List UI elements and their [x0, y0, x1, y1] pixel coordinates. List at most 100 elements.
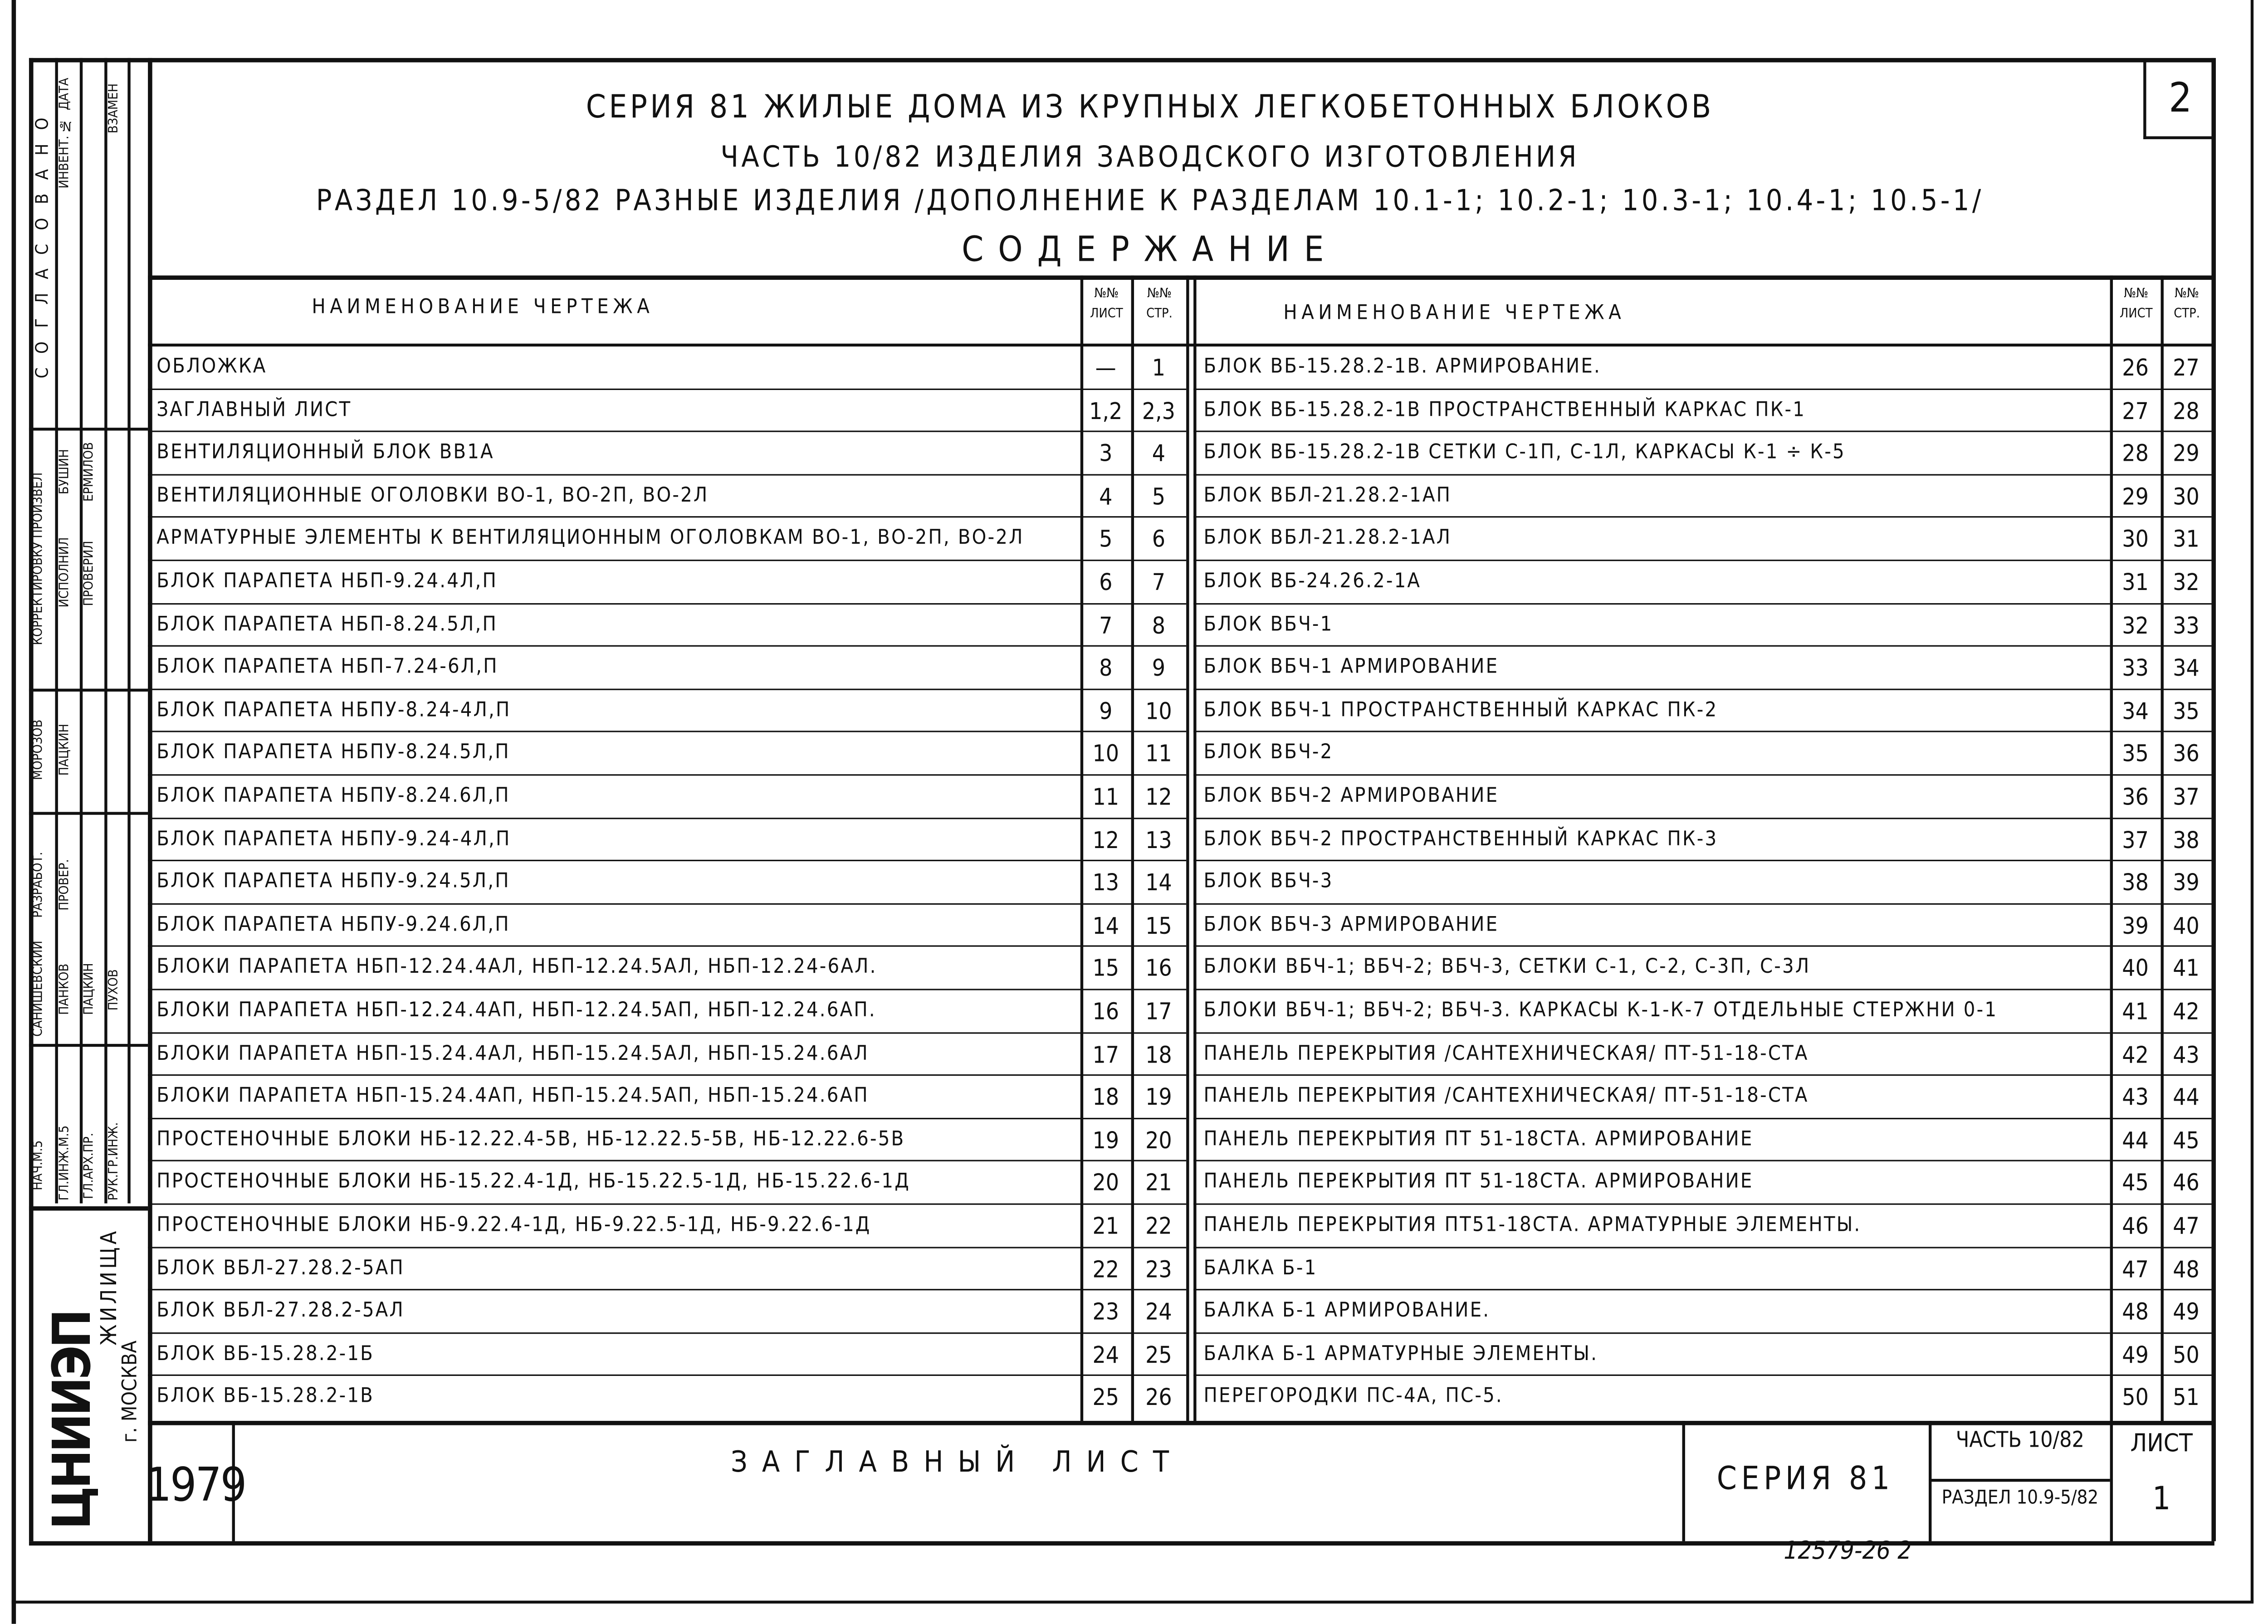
row-divider	[1193, 1332, 2212, 1334]
right-table-row: БЛОК ВБЧ-2 АРМИРОВАНИЕ 36 37	[0, 774, 2268, 817]
page-number: 24	[1145, 1297, 1172, 1326]
sheet-number: 46	[2122, 1212, 2149, 1240]
year: 1979	[145, 1457, 247, 1512]
drawing-name: АРМАТУРНЫЕ ЭЛЕМЕНТЫ К ВЕНТИЛЯЦИОННЫМ ОГО…	[156, 527, 1024, 550]
page-number: 42	[2173, 997, 2200, 1025]
drawing-name: БЛОКИ ПАРАПЕТА НБП-15.24.4АЛ, НБП-15.24.…	[156, 1042, 869, 1065]
row-divider	[1193, 602, 2212, 604]
drawing-title: ЗАГЛАВНЫЙ ЛИСТ	[731, 1444, 1183, 1479]
drawing-name: ПЕРЕГОРОДКИ ПС-4А, ПС-5.	[1203, 1385, 1503, 1409]
page-number: 50	[2173, 1341, 2200, 1369]
right-table-row: БЛОК ВБЧ-3 АРМИРОВАНИЕ 39 40	[0, 903, 2268, 946]
sheet-number: 32	[2122, 611, 2149, 639]
row-divider	[148, 560, 1187, 561]
drawing-name: БЛОКИ ПАРАПЕТА НБП-12.24.4АЛ, НБП-12.24.…	[156, 956, 877, 980]
right-table-row: БЛОК ВБЧ-3 38 39	[0, 860, 2268, 903]
row-divider	[1193, 946, 2212, 947]
row-divider	[148, 1031, 1187, 1034]
row-divider	[148, 645, 1187, 647]
sheet-number: 22	[1092, 1255, 1119, 1283]
row-divider	[1193, 903, 2212, 905]
drawing-name: БЛОК ВБЛ-21.28.2-1АЛ	[1203, 527, 1452, 550]
drawing-name: ПАНЕЛЬ ПЕРЕКРЫТИЯ ПТ 51-18СТА. АРМИРОВАН…	[1203, 1170, 1754, 1194]
page-number: 2,3	[1142, 396, 1175, 424]
row-divider	[148, 989, 1187, 990]
row-divider	[1193, 517, 2212, 518]
sheet-number: 5	[1099, 525, 1113, 553]
sheet-number: 1	[2152, 1482, 2171, 1518]
page-number: 47	[2173, 1212, 2200, 1240]
row-divider	[1193, 560, 2212, 561]
sheet-number: 30	[2122, 525, 2149, 553]
drawing-name: БЛОК ВБЛ-27.28.2-5АЛ	[156, 1299, 405, 1323]
stamp-performed: ИСПОЛНИЛ	[58, 537, 73, 608]
sheet-number: 29	[2122, 482, 2149, 510]
drawing-name: БЛОК ВБЛ-21.28.2-1АП	[1203, 484, 1452, 507]
right-table-row: БЛОК ВБЧ-1 АРМИРОВАНИЕ 33 34	[0, 645, 2268, 688]
row-divider	[1193, 1375, 2212, 1377]
left-table-row: ВЕНТИЛЯЦИОННЫЕ ОГОЛОВКИ ВО-1, ВО-2П, ВО-…	[0, 474, 2268, 517]
drawing-name: БЛОК ВБЧ-2	[1203, 741, 1334, 765]
sheet-number: 15	[1092, 954, 1119, 982]
right-page-col-divider	[2160, 275, 2164, 1421]
part-label: ЧАСТЬ 10/82	[1955, 1426, 2084, 1453]
frame-bottom-border	[29, 1541, 2214, 1546]
stamp-col-4	[127, 58, 131, 1204]
row-divider	[148, 688, 1187, 690]
drawing-name: БЛОК ПАРАПЕТА НБПУ-8.24-4Л,П	[156, 698, 511, 722]
page-number: 23	[1145, 1255, 1172, 1283]
stamp-chief-arch: ГЛ.АРХ.ПР.	[83, 1132, 98, 1199]
row-divider	[148, 1160, 1187, 1162]
sheet-number: 42	[2122, 1040, 2149, 1068]
sheet-number: 6	[1099, 568, 1113, 596]
right-table-row: БЛОК ВБЧ-1 32 33	[0, 603, 2268, 646]
page-number: 32	[2173, 568, 2200, 596]
drawing-name: БЛОК ПАРАПЕТА НБПУ-8.24.6Л,П	[156, 784, 510, 808]
row-divider	[1193, 688, 2212, 690]
row-divider	[1193, 1203, 2212, 1205]
page-number: 30	[2173, 482, 2200, 510]
page-number: 22	[1145, 1212, 1172, 1240]
sheet-number: 24	[1092, 1341, 1119, 1369]
middle-divider-b	[1193, 275, 1197, 1421]
row-divider	[1193, 731, 2212, 733]
drawing-name: БЛОК ПАРАПЕТА НБП-8.24.5Л,П	[156, 613, 498, 636]
drawing-name: БЛОК ВБ-15.28.2-1В СЕТКИ С-1П, С-1Л, КАР…	[1203, 441, 1846, 464]
left-table-row: БЛОК ВБЛ-27.28.2-5АЛ 23 24	[0, 1289, 2268, 1332]
left-table-row: БЛОК ПАРАПЕТА НБП-9.24.4Л,П 6 7	[0, 560, 2268, 603]
section-title: РАЗДЕЛ 10.9-5/82 РАЗНЫЕ ИЗДЕЛИЯ /ДОПОЛНЕ…	[316, 182, 1984, 218]
page-number: 17	[1145, 997, 1172, 1025]
org-name: ЦНИИЭП	[43, 1312, 103, 1530]
drawing-name: БЛОК ВБЧ-3	[1203, 870, 1334, 893]
sheet-number: —	[1095, 354, 1116, 381]
right-table-row: БЛОК ВБ-15.28.2-1В. АРМИРОВАНИЕ. 26 27	[0, 345, 2268, 388]
left-table-row: БЛОК ПАРАПЕТА НБПУ-8.24.5Л,П 10 11	[0, 732, 2268, 775]
sheet-number: 48	[2122, 1297, 2149, 1326]
sheet-number: 3	[1099, 439, 1113, 468]
row-divider	[1193, 860, 2212, 862]
sheet-number: 39	[2122, 912, 2149, 940]
stamp-chief-eng: ГЛ.ИНЖ.М.5	[58, 1125, 73, 1201]
outer-left-border	[11, 0, 16, 1624]
right-table-row: БЛОКИ ВБЧ-1; ВБЧ-2; ВБЧ-3. КАРКАСЫ К-1-К…	[0, 989, 2268, 1032]
right-table-row: БАЛКА Б-1 АРМИРОВАНИЕ. 48 49	[0, 1289, 2268, 1332]
org-city: г. МОСКВА	[119, 1341, 142, 1443]
left-table-row: БЛОКИ ПАРАПЕТА НБП-12.24.4АЛ, НБП-12.24.…	[0, 946, 2268, 989]
drawing-name: ПРОСТЕНОЧНЫЕ БЛОКИ НБ-12.22.4-5В, НБ-12.…	[156, 1127, 905, 1151]
drawing-name: БЛОК ВБЧ-1	[1203, 613, 1334, 636]
row-divider	[148, 1246, 1187, 1248]
drawing-name: ПРОСТЕНОЧНЫЕ БЛОКИ НБ-15.22.4-1Д, НБ-15.…	[156, 1170, 910, 1194]
stamp-name-ermilov: ЕРМИЛОВ	[83, 441, 98, 501]
frame-left-border	[148, 58, 152, 1541]
drawing-name: БЛОКИ ПАРАПЕТА НБП-12.24.4АП, НБП-12.24.…	[156, 999, 876, 1022]
drawing-name: ВЕНТИЛЯЦИОННЫЕ ОГОЛОВКИ ВО-1, ВО-2П, ВО-…	[156, 484, 709, 507]
drawing-name: БЛОК ПАРАПЕТА НБПУ-9.24.5Л,П	[156, 870, 510, 893]
drawing-name: ПАНЕЛЬ ПЕРЕКРЫТИЯ ПТ 51-18СТА. АРМИРОВАН…	[1203, 1127, 1754, 1151]
row-divider	[1193, 1160, 2212, 1162]
row-divider	[1193, 1074, 2212, 1076]
right-sheet-col-divider	[2110, 275, 2113, 1541]
row-divider	[1193, 473, 2212, 475]
row-divider	[1193, 989, 2212, 990]
page-number: 48	[2173, 1255, 2200, 1283]
page-number: 8	[1152, 611, 1166, 639]
